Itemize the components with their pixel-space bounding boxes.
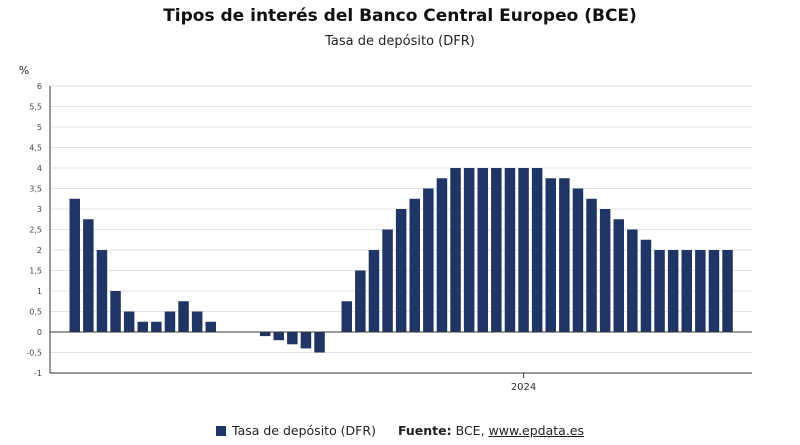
bar [681,250,692,332]
bar [259,332,271,337]
x-tick-label: 2024 [511,382,536,393]
bar [137,321,148,332]
bar [423,188,434,332]
bar [191,311,203,332]
y-tick-label: 1,5 [29,267,42,276]
legend: Tasa de depósito (DFR) Fuente: BCE, www.e… [0,423,800,438]
bar [300,332,312,349]
bar [409,198,420,332]
source-label: Fuente: [397,423,452,438]
bar [164,311,176,332]
bar [205,321,216,332]
bar [586,198,597,332]
bar [368,250,380,332]
legend-swatch [216,426,226,436]
y-tick-label: 2 [37,246,42,255]
bar [708,250,720,332]
y-tick-label: 1 [37,287,42,296]
y-tick-label: 3 [37,205,42,214]
bar [504,168,516,332]
bar [545,178,556,332]
source-link[interactable]: www.epdata.es [488,423,584,438]
bar [355,270,366,332]
y-tick-label: 2,5 [29,226,42,235]
chart-canvas: 6 5,5 5 4,5 4 3,5 3 2,5 2 1,5 1 0,5 0 -0,5 -1% 2024 [19,64,752,393]
bar [436,178,448,332]
bar [382,229,393,332]
bar [450,168,461,332]
y-tick-label: 5,5 [29,103,42,112]
y-tick-label: 4,5 [29,144,42,153]
bar [572,188,584,332]
bar [491,168,502,332]
bar [695,250,706,332]
bar [722,250,733,332]
bar [395,209,407,332]
bar [83,219,94,332]
source-text: BCE, [455,423,485,438]
bar [69,198,80,332]
bar [123,311,135,332]
bar [96,250,108,332]
bar [640,239,652,332]
y-tick-label: 0 [37,328,42,337]
bar [341,301,352,332]
bar [518,168,529,332]
chart-subtitle: Tasa de depósito (DFR) [325,34,475,49]
bar [178,301,189,332]
y-tick-label: 3,5 [29,185,42,194]
bar [654,250,665,332]
bar [531,168,543,332]
legend-series-label[interactable]: Tasa de depósito (DFR) [232,423,376,438]
bar [599,209,611,332]
y-tick-label: 5 [37,123,42,132]
y-axis-label: % [19,64,29,77]
chart-title: Tipos de interés del Banco Central Europ… [163,6,637,26]
bar [667,250,679,332]
y-tick-label: -0,5 [26,349,42,358]
bar [463,168,475,332]
bar [627,229,638,332]
bar [613,219,624,332]
bar [110,291,121,332]
y-tick-label: 6 [37,82,42,91]
bar [287,332,298,345]
bar [314,332,325,353]
bar [151,321,162,332]
bar [273,332,284,341]
bar [477,168,488,332]
y-tick-label: 4 [37,164,42,173]
y-tick-label: -1 [34,369,42,378]
y-tick-label: 0,5 [29,308,42,317]
bar [559,178,570,332]
